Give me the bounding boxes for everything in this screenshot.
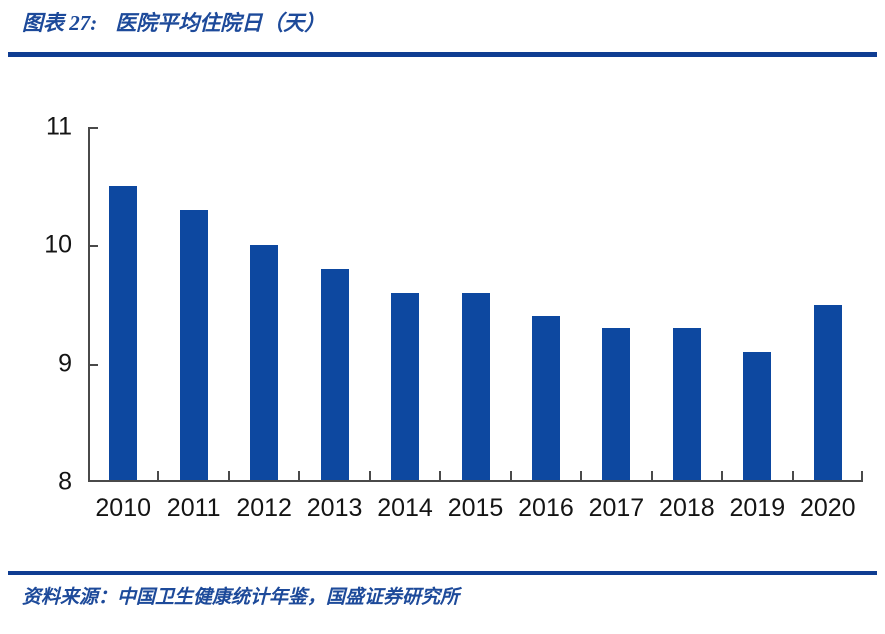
x-tick [298, 471, 301, 480]
x-axis-label: 2013 [306, 494, 363, 522]
y-tick [90, 363, 98, 366]
y-axis-label: 10 [44, 230, 72, 259]
x-axis-label: 2015 [447, 494, 504, 522]
x-axis-label: 2018 [659, 494, 715, 522]
x-axis-label: 2017 [588, 494, 645, 522]
y-axis-labels: 8 9 10 11 [0, 114, 80, 494]
y-axis-label: 8 [58, 467, 72, 496]
bar-2017 [602, 328, 631, 480]
y-tick [90, 127, 98, 129]
plot-area [88, 127, 863, 482]
footer-rule [8, 571, 877, 575]
y-tick [90, 245, 98, 248]
x-axis-label: 2014 [377, 494, 433, 522]
x-tick [439, 471, 442, 480]
y-axis-label: 11 [46, 112, 72, 141]
bar-2019 [743, 351, 772, 480]
x-axis-label: 2010 [95, 494, 152, 522]
bar-chart: 8 9 10 11 2010 2011 2012 2013 2014 2015 2016 2017 2… [0, 60, 885, 560]
x-tick [227, 471, 230, 480]
figure-title-text: 医院平均住院日（天） [115, 11, 326, 35]
figure-label: 图表 27: [22, 11, 98, 35]
x-axis-line [88, 480, 863, 482]
bar-2018 [672, 328, 701, 480]
y-axis-label: 9 [58, 349, 72, 378]
x-axis-label: 2020 [799, 494, 856, 522]
x-tick [721, 471, 724, 480]
header-rule [8, 52, 877, 57]
x-tick [368, 471, 371, 480]
x-axis-labels: 2010 2011 2012 2013 2014 2015 2016 2017 2018 2019… [88, 492, 863, 524]
x-tick [650, 471, 653, 480]
y-axis-line [88, 127, 90, 482]
bar-2011 [179, 209, 208, 480]
bar-2013 [320, 269, 349, 480]
x-axis-label: 2016 [518, 494, 574, 522]
bar-2016 [531, 316, 560, 480]
x-axis-label: 2012 [236, 494, 292, 522]
bar-2014 [391, 292, 420, 480]
bar-2020 [813, 304, 842, 480]
x-tick [157, 471, 160, 480]
x-axis-label: 2011 [166, 494, 221, 522]
x-axis-label: 2019 [729, 494, 786, 522]
x-tick [791, 471, 794, 480]
x-tick [861, 471, 863, 480]
bar-2012 [250, 245, 279, 480]
source-line: 资料来源：中国卫生健康统计年鉴，国盛证券研究所 [22, 587, 460, 608]
bar-2010 [109, 186, 138, 480]
x-tick [509, 471, 512, 480]
bar-2015 [461, 292, 490, 480]
figure-title: 图表 27: 医院平均住院日（天） [22, 10, 325, 36]
x-tick [580, 471, 583, 480]
